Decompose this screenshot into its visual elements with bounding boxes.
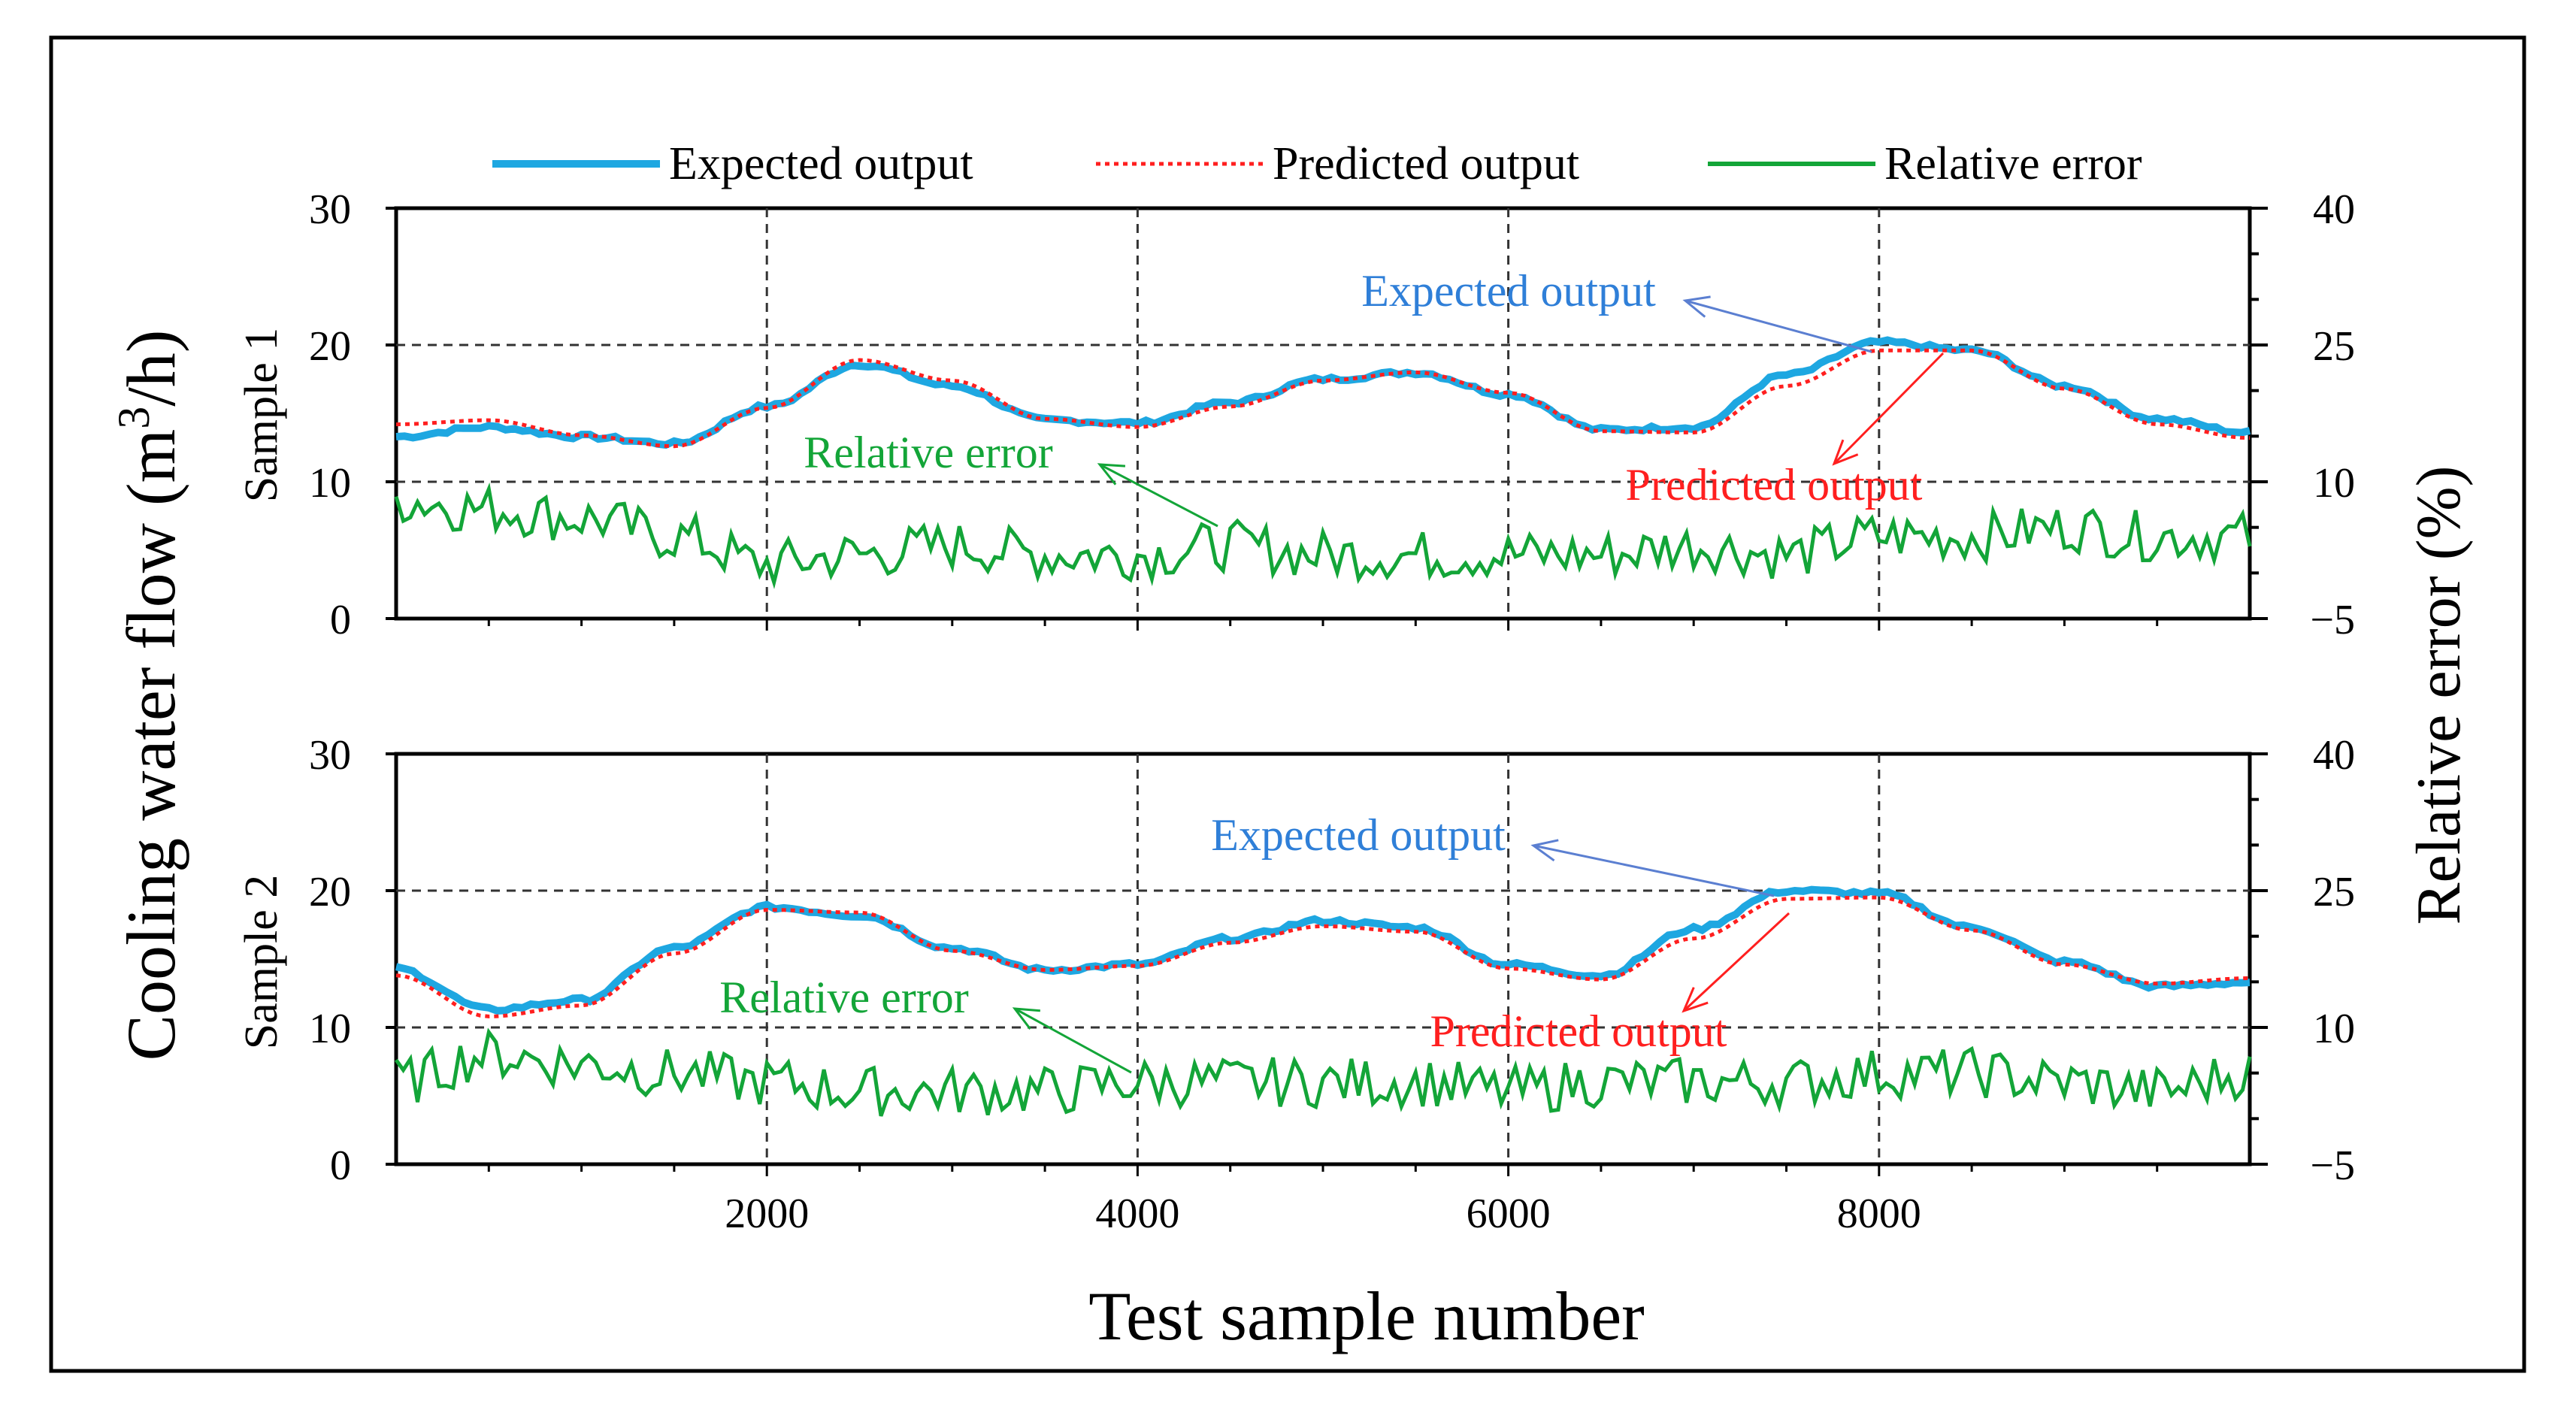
legend-label-error: Relative error xyxy=(1884,138,2142,189)
y-axis-left-title-sup: 3 xyxy=(109,407,159,429)
legend-label-predicted: Predicted output xyxy=(1273,138,1579,189)
legend: Expected output Predicted output Relativ… xyxy=(492,138,2142,189)
annotation-arrowhead-expected xyxy=(1682,295,1711,318)
series-line-expected xyxy=(395,336,2251,449)
y-axis-left-title: Cooling water flow (m3/h) xyxy=(109,330,189,1061)
outer-frame xyxy=(49,35,2526,1373)
y-left-tick-label: 20 xyxy=(309,869,351,915)
series-line-predicted xyxy=(395,895,2251,1018)
series-line-error xyxy=(394,482,2252,589)
panel-label-sample-1: Sample 1 xyxy=(236,328,287,502)
y-right-tick-label: 10 xyxy=(2313,460,2355,507)
series-line-expected xyxy=(395,885,2251,1015)
y-right-tick-label: 40 xyxy=(2313,732,2355,779)
annotation-error: Relative error xyxy=(719,973,969,1022)
x-tick-label: 6000 xyxy=(1467,1191,1551,1237)
annotation-arrow-error xyxy=(1099,463,1218,528)
annotation-arrowhead-predicted xyxy=(1682,987,1709,1013)
sample-2-panel: 0 10 20 30 −5 10 25 40 2000 4000 6000 8000 Expected … xyxy=(309,732,2355,1237)
y-axis-right-title: Relative error (%) xyxy=(2404,465,2474,924)
annotation-expected: Expected output xyxy=(1211,810,1506,860)
annotation-predicted: Predicted output xyxy=(1626,460,1923,510)
legend-label-expected: Expected output xyxy=(669,138,973,189)
y-left-tick-label: 30 xyxy=(309,732,351,779)
y-axis-left-title-tail: /h) xyxy=(113,330,189,407)
annotation-arrow-expected xyxy=(1685,299,1872,353)
y-left-tick-label: 0 xyxy=(330,597,351,643)
annotation-arrowhead-predicted xyxy=(1832,439,1859,466)
series-line-error xyxy=(394,1027,2252,1117)
panel-label-sample-2: Sample 2 xyxy=(236,875,287,1049)
annotation-arrow-predicted xyxy=(1833,352,1945,465)
x-axis-title: Test sample number xyxy=(1088,1278,1645,1354)
y-right-tick-label: 40 xyxy=(2313,186,2355,233)
y-right-tick-label: −5 xyxy=(2310,1142,2355,1189)
x-tick-label: 8000 xyxy=(1837,1191,1921,1237)
y-left-tick-label: 10 xyxy=(309,460,351,507)
y-left-tick-label: 30 xyxy=(309,186,351,233)
annotation-error: Relative error xyxy=(804,428,1053,477)
annotation-predicted: Predicted output xyxy=(1430,1006,1727,1056)
sample-1-panel: 0 10 20 30 −5 10 25 40 Expected output Relative e… xyxy=(309,186,2355,643)
annotation-arrow-expected xyxy=(1533,844,1775,897)
x-tick-label: 4000 xyxy=(1095,1191,1179,1237)
y-right-tick-label: 25 xyxy=(2313,869,2355,915)
y-right-tick-label: −5 xyxy=(2310,597,2355,643)
annotation-arrowhead-error xyxy=(1012,1007,1041,1030)
annotation-arrow-predicted xyxy=(1682,912,1790,1012)
y-left-tick-label: 0 xyxy=(330,1142,351,1189)
y-left-tick-label: 20 xyxy=(309,323,351,370)
y-left-tick-label: 10 xyxy=(309,1006,351,1052)
y-right-tick-label: 10 xyxy=(2313,1006,2355,1052)
annotation-arrow-error xyxy=(1014,1007,1132,1074)
x-tick-label: 2000 xyxy=(725,1191,809,1237)
y-right-tick-label: 25 xyxy=(2313,323,2355,370)
annotation-arrowhead-expected xyxy=(1530,839,1559,862)
annotation-arrowhead-error xyxy=(1097,463,1126,486)
annotation-expected: Expected output xyxy=(1361,266,1656,316)
y-axis-left-title-main: Cooling water flow (m xyxy=(113,429,189,1061)
